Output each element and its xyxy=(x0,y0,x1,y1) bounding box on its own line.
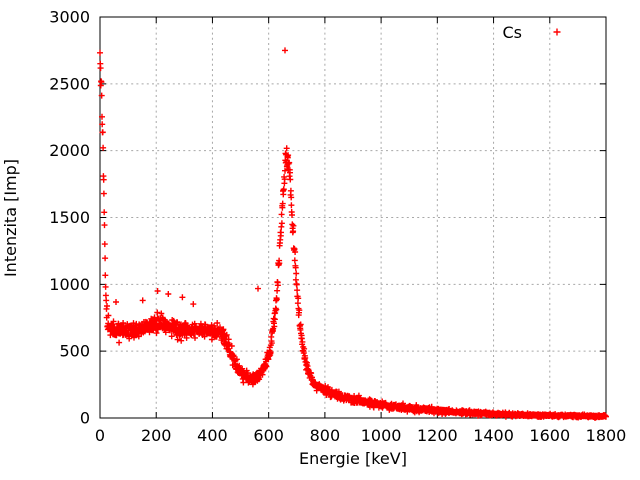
y-tick-label: 2000 xyxy=(49,141,90,160)
plot-frame xyxy=(99,16,607,419)
x-tick-label: 0 xyxy=(95,426,105,445)
x-tick-label: 600 xyxy=(253,426,284,445)
y-tick-labels: 0 500 1000 1500 2000 2500 3000 xyxy=(49,8,90,428)
grid xyxy=(99,16,607,419)
x-tick-label: 1800 xyxy=(586,426,627,445)
x-tick-label: 1400 xyxy=(473,426,514,445)
x-tick-label: 400 xyxy=(197,426,228,445)
y-axis-label: Intenzita [Imp] xyxy=(1,159,20,277)
axis-tick-marks xyxy=(99,16,607,419)
data-points-cs xyxy=(97,47,609,421)
x-tick-label: 1200 xyxy=(417,426,458,445)
legend-plus-marker-icon xyxy=(553,28,561,36)
x-tick-label: 200 xyxy=(141,426,172,445)
y-tick-label: 3000 xyxy=(49,8,90,27)
x-tick-label: 800 xyxy=(310,426,341,445)
x-tick-labels: 0 200 400 600 800 1000 1200 1400 1600 1800 xyxy=(95,426,626,445)
y-tick-label: 500 xyxy=(59,342,90,361)
legend-label: Cs xyxy=(502,23,522,42)
y-tick-label: 2500 xyxy=(49,74,90,93)
legend: Cs xyxy=(502,23,561,42)
x-tick-label: 1600 xyxy=(529,426,570,445)
x-tick-label: 1000 xyxy=(361,426,402,445)
y-tick-label: 1500 xyxy=(49,208,90,227)
y-tick-label: 1000 xyxy=(49,275,90,294)
x-axis-label: Energie [keV] xyxy=(299,449,407,468)
y-tick-label: 0 xyxy=(80,409,90,428)
